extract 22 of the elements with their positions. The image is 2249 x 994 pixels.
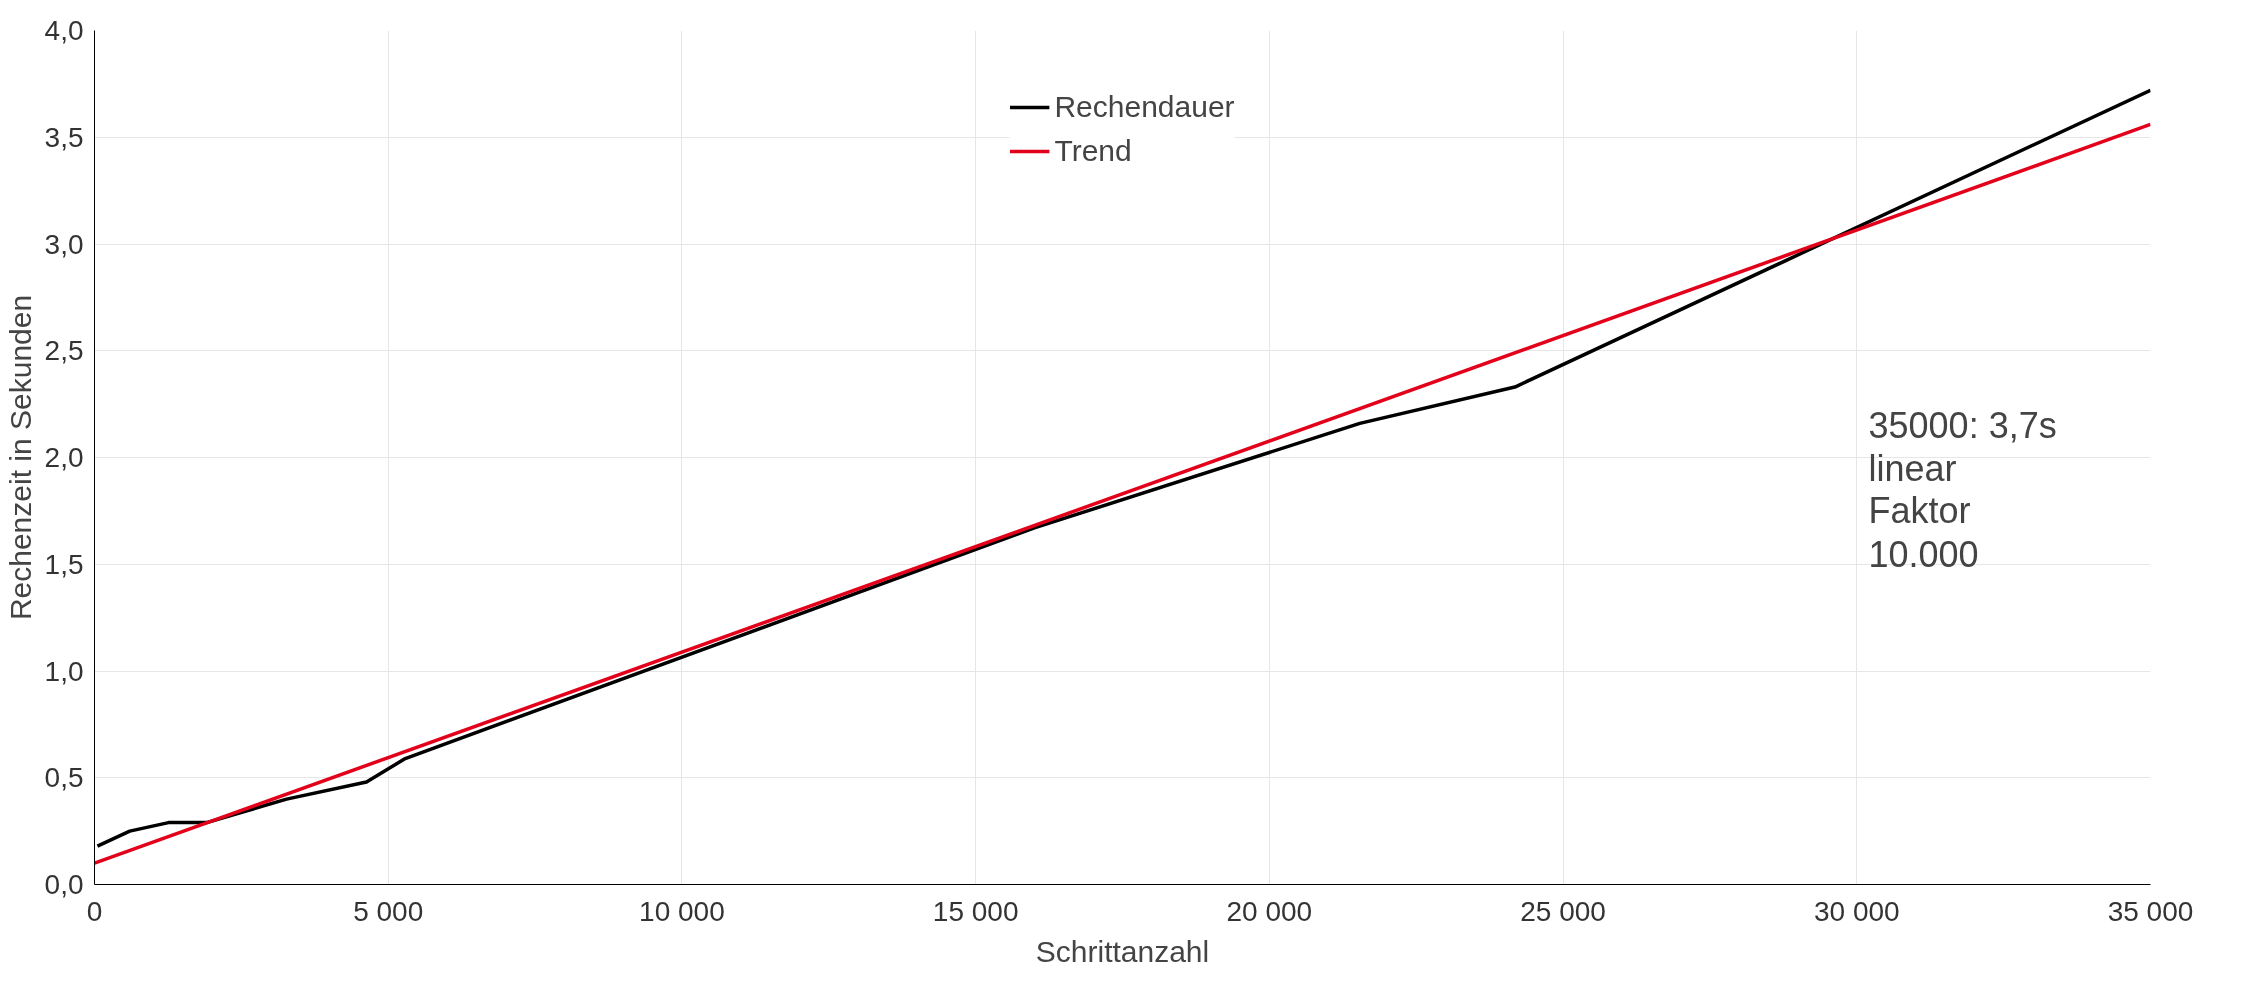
legend-label: Rechendauer <box>1054 90 1235 124</box>
x-tick-label: 0 <box>86 895 103 927</box>
x-axis-title: Schrittanzahl <box>1035 934 1210 968</box>
x-tick-label: 25 000 <box>1520 895 1606 927</box>
x-tick-label: 15 000 <box>932 895 1019 927</box>
y-tick-label: 0,0 <box>44 869 84 900</box>
y-tick-label: 1,0 <box>44 655 84 687</box>
x-tick-label: 5 000 <box>353 895 424 927</box>
y-tick-label: 2,5 <box>44 335 84 367</box>
x-tick-label: 20 000 <box>1226 895 1313 927</box>
x-tick-label: 10 000 <box>639 895 725 927</box>
y-axis-title: Rechenzeit in Sekunden <box>3 294 37 621</box>
y-tick-label: 0,5 <box>44 762 84 794</box>
y-tick-label: 2,0 <box>44 442 84 473</box>
y-tick-label: 4,0 <box>44 15 84 46</box>
y-tick-label: 3,5 <box>44 121 84 153</box>
y-tick-label: 3,0 <box>44 228 84 260</box>
x-tick-label: 35 000 <box>2107 895 2194 927</box>
annotation: 35000: 3,7s linear Faktor 10.000 <box>1868 404 2057 575</box>
y-tick-label: 1,5 <box>44 548 84 580</box>
legend-label: Trend <box>1054 134 1132 168</box>
x-tick-label: 30 000 <box>1813 895 1900 927</box>
